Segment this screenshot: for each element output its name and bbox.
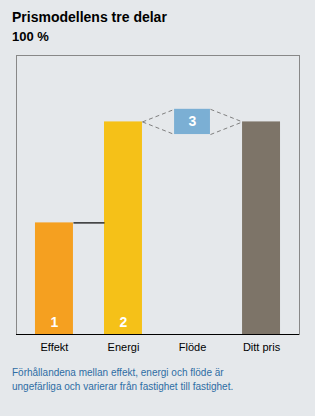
- html-text:100 %: 100 %: [12, 29, 49, 44]
- svg-text:3: 3: [189, 113, 197, 129]
- svg-text:Energi: Energi: [108, 341, 140, 353]
- svg-text:Effekt: Effekt: [40, 341, 68, 353]
- html-text:Förhållandena mellan effekt, e: Förhållandena mellan effekt, energi och …: [12, 367, 224, 378]
- html-text:ungefärliga och varierar från: ungefärliga och varierar från fastighet …: [12, 381, 234, 392]
- html-text:Prismodellens tre delar: Prismodellens tre delar: [12, 9, 167, 25]
- svg-text:1: 1: [51, 314, 59, 330]
- svg-text:2: 2: [120, 314, 128, 330]
- svg-text:Ditt pris: Ditt pris: [243, 341, 281, 353]
- svg-text:Flöde: Flöde: [179, 341, 207, 353]
